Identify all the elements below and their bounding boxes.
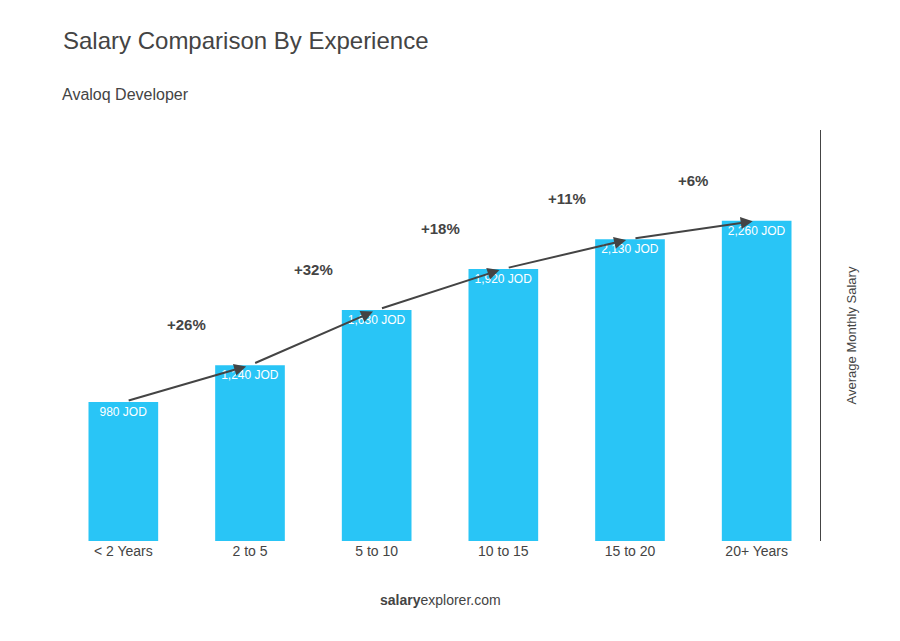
svg-text:20+ Years: 20+ Years — [725, 543, 788, 559]
svg-text:10 to 15: 10 to 15 — [478, 543, 529, 559]
svg-text:1,630 JOD: 1,630 JOD — [348, 313, 406, 327]
svg-text:Avaloq Developer: Avaloq Developer — [62, 86, 189, 103]
svg-text:+6%: +6% — [678, 172, 708, 189]
svg-text:salaryexplorer.com: salaryexplorer.com — [380, 592, 501, 608]
svg-text:2 to 5: 2 to 5 — [232, 543, 267, 559]
svg-text:1,240 JOD: 1,240 JOD — [221, 368, 279, 382]
svg-text:+32%: +32% — [294, 261, 333, 278]
svg-text:+26%: +26% — [167, 316, 206, 333]
svg-text:5 to 10: 5 to 10 — [355, 543, 398, 559]
svg-text:< 2 Years: < 2 Years — [94, 543, 153, 559]
svg-text:1,920 JOD: 1,920 JOD — [474, 272, 532, 286]
svg-text:Salary Comparison By Experienc: Salary Comparison By Experience — [63, 27, 429, 54]
svg-text:+18%: +18% — [421, 220, 460, 237]
svg-text:15 to 20: 15 to 20 — [605, 543, 656, 559]
svg-text:+11%: +11% — [548, 190, 586, 207]
svg-text:980 JOD: 980 JOD — [99, 405, 147, 419]
svg-text:Average Monthly Salary: Average Monthly Salary — [844, 266, 859, 404]
svg-text:2,260 JOD: 2,260 JOD — [728, 224, 786, 238]
svg-text:2,130 JOD: 2,130 JOD — [601, 242, 659, 256]
